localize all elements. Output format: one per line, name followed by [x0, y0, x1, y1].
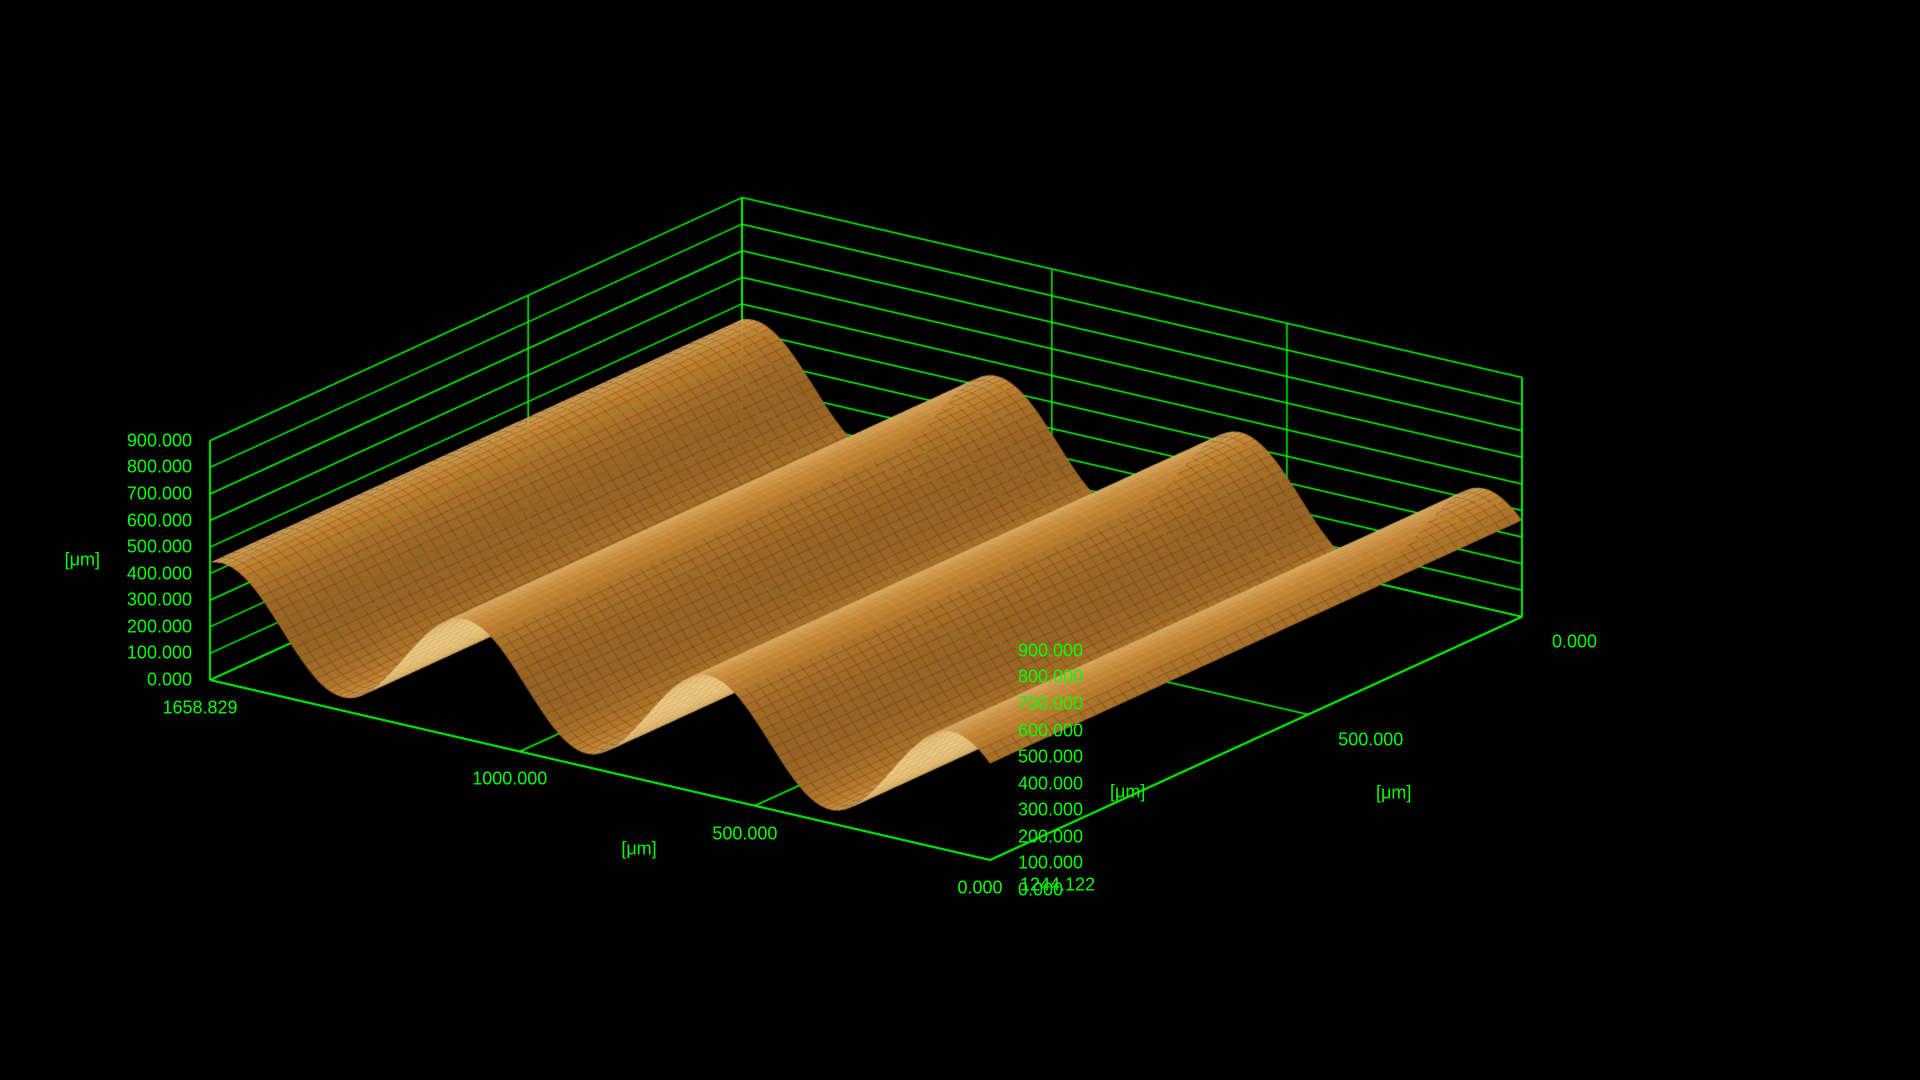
- surface-plot-3d: 0.000100.000200.000300.000400.000500.000…: [0, 0, 1920, 1080]
- surface-canvas: [0, 0, 1920, 1080]
